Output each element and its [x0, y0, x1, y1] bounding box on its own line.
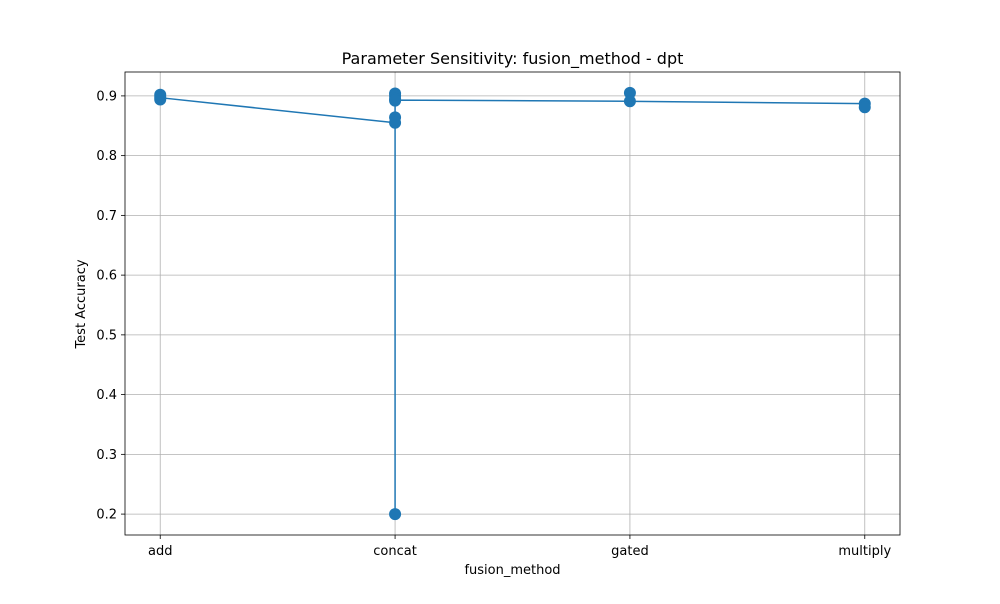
chart-title: Parameter Sensitivity: fusion_method - d… — [342, 49, 684, 69]
data-point — [623, 86, 636, 99]
tick-layer: add concat gated multiply 0.2 0.3 0.4 0.5 0.6 0.7… — [96, 89, 891, 559]
data-layer — [154, 86, 871, 521]
x-tick-label: gated — [611, 544, 649, 559]
y-tick-label: 0.4 — [96, 388, 117, 403]
y-tick-label: 0.6 — [96, 269, 117, 284]
series-line — [160, 96, 865, 515]
data-point — [623, 95, 636, 108]
data-point — [154, 93, 167, 106]
axes-frame — [124, 71, 901, 536]
data-point — [858, 101, 871, 114]
data-point — [389, 508, 402, 521]
y-tick-label: 0.5 — [96, 328, 117, 343]
x-tick-label: add — [148, 544, 172, 559]
y-axis-label: Test Accuracy — [74, 259, 89, 349]
y-tick-label: 0.9 — [96, 89, 117, 104]
x-tick-label: multiply — [838, 544, 891, 559]
y-tick-label: 0.8 — [96, 149, 117, 164]
y-tick-label: 0.2 — [96, 508, 117, 523]
data-point — [389, 116, 402, 129]
grid-layer — [125, 72, 900, 535]
y-tick-label: 0.3 — [96, 448, 117, 463]
x-tick-label: concat — [373, 544, 417, 559]
plot-area-border — [124, 71, 901, 536]
y-tick-label: 0.7 — [96, 209, 117, 224]
data-point — [389, 94, 402, 107]
x-axis-label: fusion_method — [464, 563, 560, 578]
